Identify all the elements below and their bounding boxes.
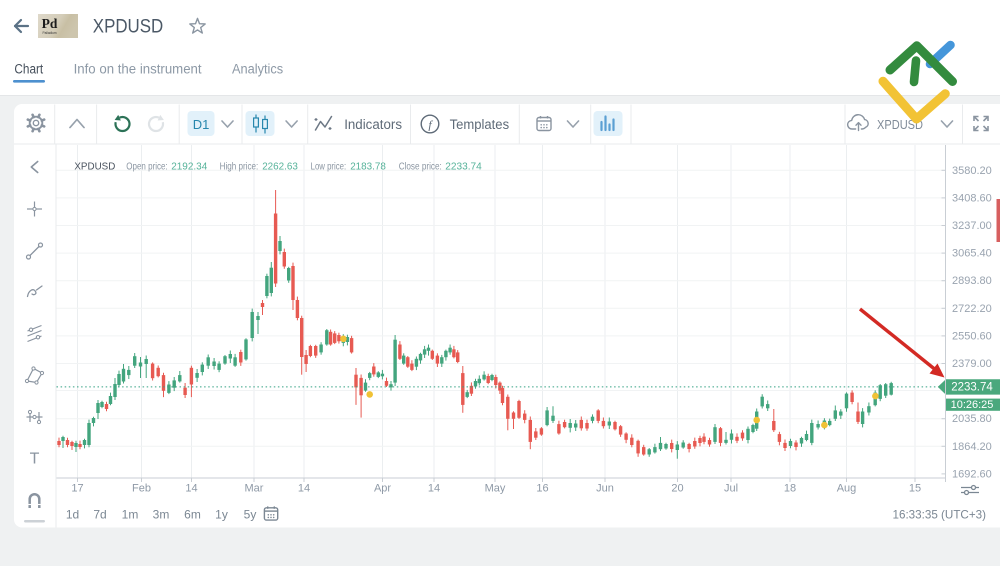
svg-text:Chart: Chart — [14, 62, 43, 77]
svg-text:16:33:35 (UTC+3): 16:33:35 (UTC+3) — [893, 508, 987, 522]
svg-text:1d: 1d — [66, 508, 79, 522]
svg-text:18: 18 — [784, 483, 796, 495]
svg-text:2722.20: 2722.20 — [952, 303, 992, 315]
svg-text:14: 14 — [185, 483, 197, 495]
svg-text:1y: 1y — [215, 508, 228, 522]
svg-text:10:26:25: 10:26:25 — [951, 399, 994, 411]
svg-text:Templates: Templates — [450, 117, 510, 132]
svg-text:Jun: Jun — [596, 483, 614, 495]
svg-text:D1: D1 — [193, 117, 210, 132]
svg-text:May: May — [485, 483, 506, 495]
svg-text:16: 16 — [536, 483, 548, 495]
svg-text:2379.00: 2379.00 — [952, 358, 992, 370]
svg-text:3m: 3m — [153, 508, 170, 522]
svg-text:Info on the instrument: Info on the instrument — [74, 62, 202, 77]
svg-text:XPDUSD: XPDUSD — [74, 161, 115, 173]
svg-text:3237.00: 3237.00 — [952, 220, 992, 232]
svg-text:XPDUSD: XPDUSD — [877, 117, 923, 132]
svg-text:14: 14 — [428, 483, 440, 495]
svg-text:2550.60: 2550.60 — [952, 330, 992, 342]
svg-text:Apr: Apr — [374, 483, 391, 495]
svg-text:Close price:: Close price: — [399, 161, 442, 173]
svg-text:Aug: Aug — [837, 483, 857, 495]
svg-text:Indicators: Indicators — [344, 117, 402, 132]
svg-text:Mar: Mar — [245, 483, 264, 495]
svg-text:2192.34: 2192.34 — [171, 161, 207, 173]
svg-text:Open price:: Open price: — [126, 161, 167, 173]
svg-text:2035.80: 2035.80 — [952, 413, 992, 425]
svg-text:f: f — [428, 118, 433, 132]
svg-text:1692.60: 1692.60 — [952, 468, 992, 480]
svg-text:2262.63: 2262.63 — [262, 161, 298, 173]
svg-text:Palladium: Palladium — [43, 31, 57, 35]
svg-text:6m: 6m — [184, 508, 201, 522]
svg-text:3580.20: 3580.20 — [952, 165, 992, 177]
svg-text:1864.20: 1864.20 — [952, 441, 992, 453]
svg-text:Low price:: Low price: — [311, 161, 347, 173]
svg-text:Analytics: Analytics — [232, 62, 283, 77]
svg-text:2893.80: 2893.80 — [952, 275, 992, 287]
svg-text:15: 15 — [909, 483, 921, 495]
svg-text:Feb: Feb — [132, 483, 151, 495]
svg-text:7d: 7d — [93, 508, 106, 522]
svg-text:14: 14 — [298, 483, 310, 495]
svg-text:3408.60: 3408.60 — [952, 192, 992, 204]
svg-text:T: T — [30, 451, 40, 468]
svg-text:Pd: Pd — [42, 16, 58, 31]
svg-text:High price:: High price: — [220, 161, 259, 173]
svg-text:1m: 1m — [122, 508, 139, 522]
svg-text:20: 20 — [671, 483, 683, 495]
svg-text:5y: 5y — [244, 508, 257, 522]
svg-text:17: 17 — [71, 483, 83, 495]
svg-text:2233.74: 2233.74 — [951, 381, 993, 393]
svg-text:3065.40: 3065.40 — [952, 248, 992, 260]
svg-text:XPDUSD: XPDUSD — [93, 17, 163, 38]
svg-text:Jul: Jul — [724, 483, 738, 495]
svg-text:2233.74: 2233.74 — [445, 161, 482, 173]
svg-text:2183.78: 2183.78 — [350, 161, 386, 173]
